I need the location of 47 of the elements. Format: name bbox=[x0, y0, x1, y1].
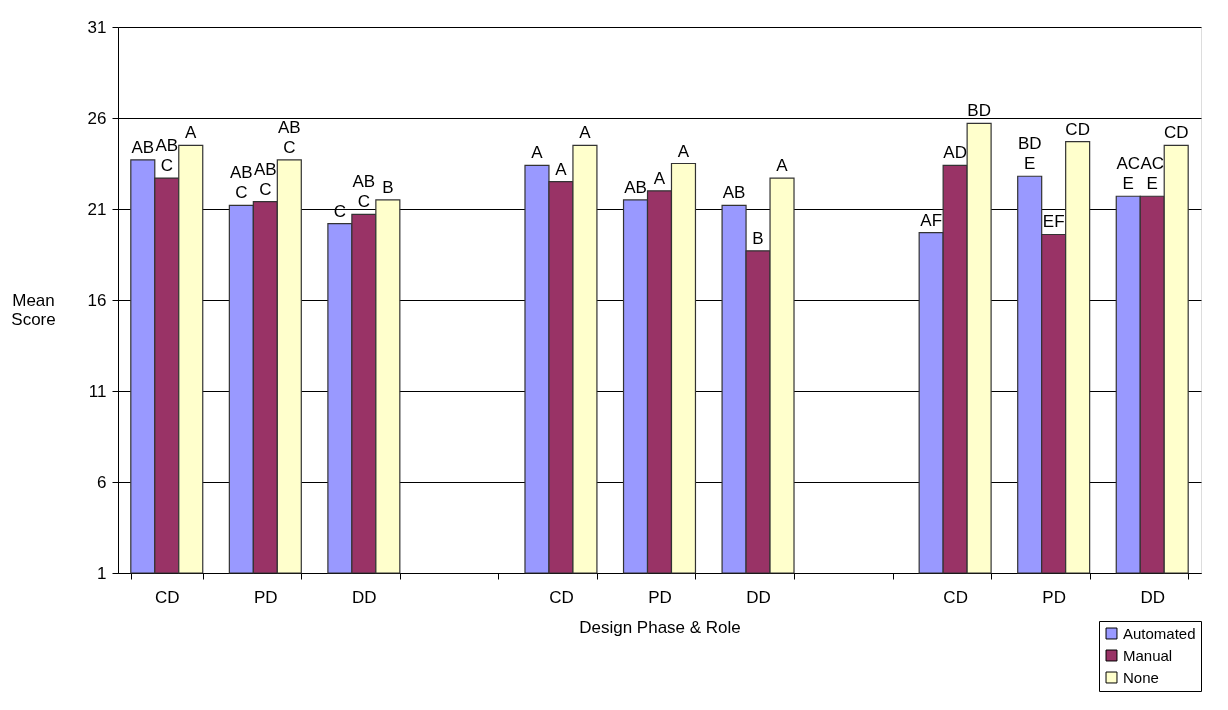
legend-label: None bbox=[1123, 668, 1159, 686]
x-tick-label: PD bbox=[254, 587, 278, 607]
text: AB C bbox=[253, 159, 277, 199]
y-tick-label: 1 bbox=[97, 563, 107, 583]
legend-label: Automated bbox=[1123, 624, 1196, 642]
x-tick-label: DD bbox=[746, 587, 771, 607]
y-tick-label: 26 bbox=[87, 108, 107, 128]
data-label: A bbox=[555, 159, 568, 179]
data-label: AF bbox=[920, 210, 943, 230]
y-tick-label: 31 bbox=[87, 17, 107, 37]
data-label: A bbox=[531, 143, 544, 163]
data-label: AB bbox=[624, 177, 647, 197]
y-tick-label: 11 bbox=[88, 381, 107, 401]
data-label: B bbox=[752, 228, 764, 248]
data-label: AD bbox=[943, 143, 967, 163]
text: AB C bbox=[230, 163, 253, 203]
x-tick-label: CD bbox=[549, 587, 574, 607]
data-label: A bbox=[579, 123, 592, 143]
text: AB C bbox=[352, 172, 376, 212]
data-label: A bbox=[776, 156, 789, 176]
x-tick-label: PD bbox=[648, 587, 672, 607]
text: AB C bbox=[155, 136, 179, 176]
data-label: A bbox=[677, 141, 690, 161]
data-label: B bbox=[382, 177, 394, 197]
legend-label: Manual bbox=[1123, 646, 1173, 664]
y-tick-label: 21 bbox=[87, 199, 107, 219]
text: AB C bbox=[277, 117, 301, 157]
data-label: EF bbox=[1042, 212, 1065, 232]
data-label: AB bbox=[131, 137, 155, 157]
x-tick-label: CD bbox=[155, 587, 180, 607]
y-tick-label: 6 bbox=[97, 472, 107, 492]
x-tick-label: CD bbox=[943, 587, 968, 607]
text: AC E bbox=[1116, 154, 1141, 194]
text: AC E bbox=[1140, 154, 1165, 194]
data-label: A bbox=[185, 123, 198, 143]
x-axis-title: Design Phase & Role bbox=[579, 617, 741, 637]
data-label: A bbox=[653, 168, 666, 188]
x-tick-label: DD bbox=[352, 587, 377, 607]
x-tick-label: PD bbox=[1042, 587, 1066, 607]
data-label: AB bbox=[722, 183, 746, 203]
x-tick-label: DD bbox=[1140, 587, 1165, 607]
text: BD E bbox=[1017, 134, 1042, 174]
y-axis-title: Mean Score bbox=[11, 290, 56, 329]
data-label: BD bbox=[967, 101, 991, 121]
data-label: CD bbox=[1065, 119, 1090, 139]
y-tick-label: 16 bbox=[87, 290, 107, 310]
data-label: CD bbox=[1163, 123, 1189, 143]
